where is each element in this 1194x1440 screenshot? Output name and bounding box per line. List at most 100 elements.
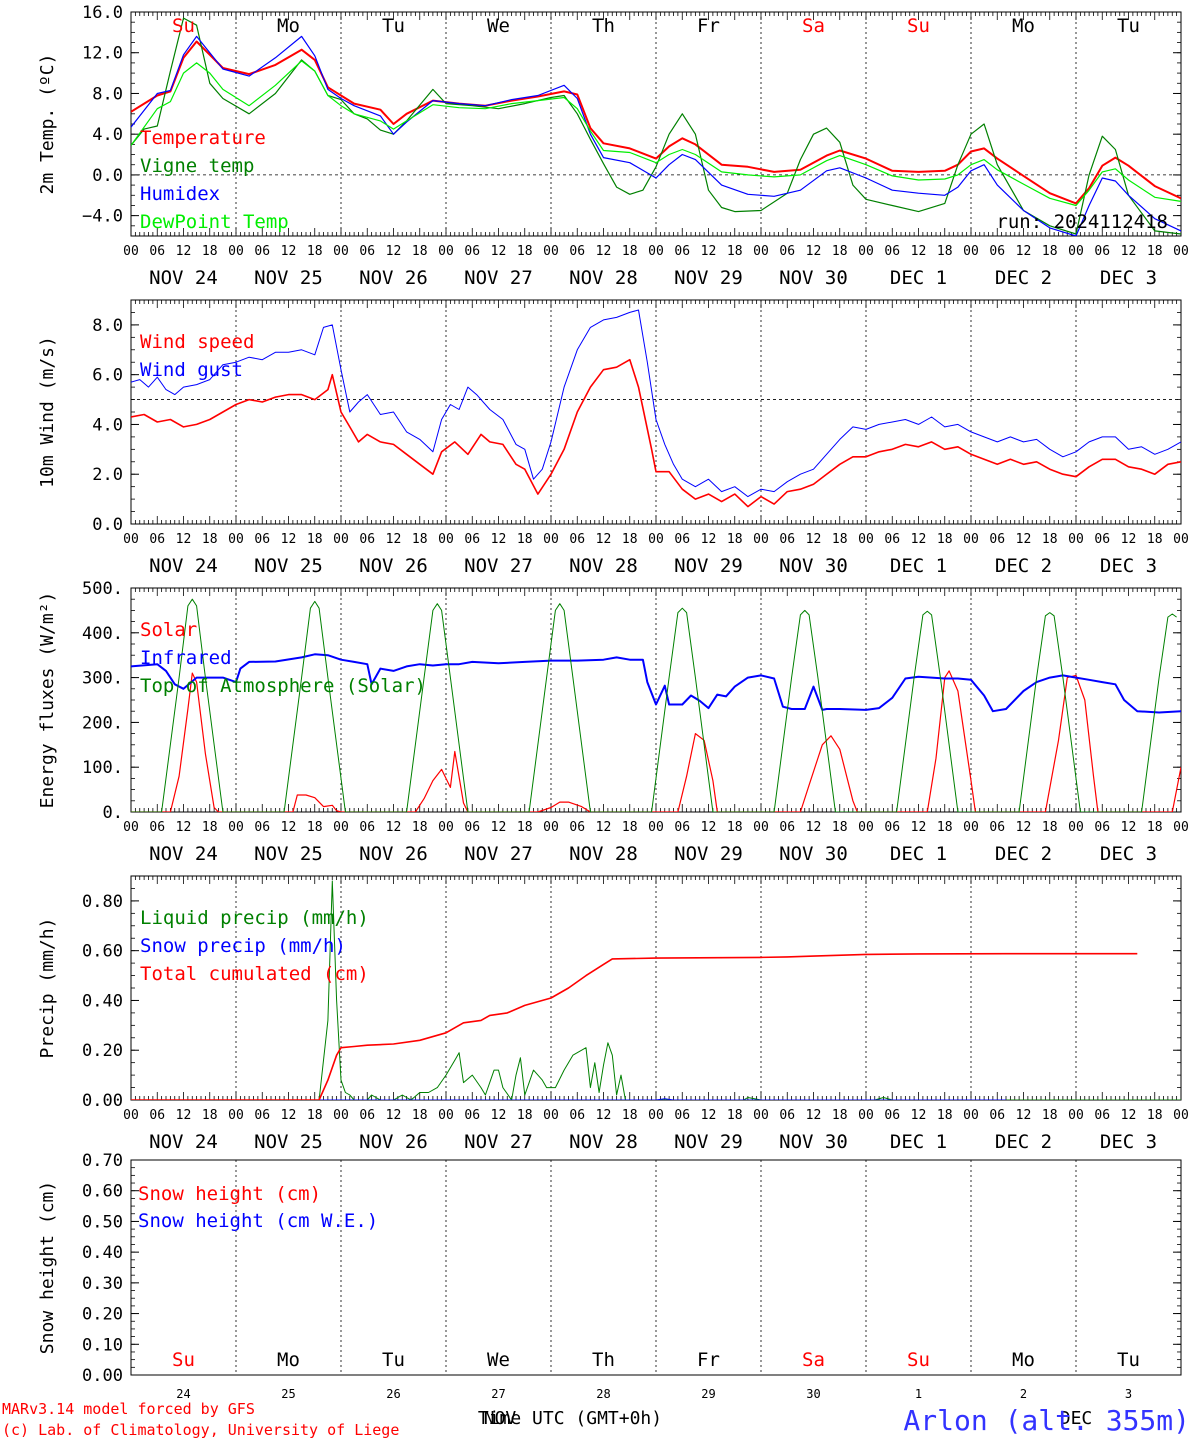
- y-axis-label: 2m Temp. (ºC): [37, 54, 58, 195]
- hour-tick-label: 06: [254, 820, 270, 835]
- hour-tick-label: 06: [674, 820, 690, 835]
- hour-tick-label: 18: [307, 820, 323, 835]
- hour-tick-label: 00: [228, 820, 244, 835]
- hour-tick-label: 00: [438, 532, 454, 547]
- hour-tick-label: 00: [858, 244, 874, 259]
- day-number: 29: [701, 1387, 715, 1401]
- weekday-label: Su: [907, 15, 930, 37]
- hour-tick-label: 06: [674, 244, 690, 259]
- hour-tick-label: 18: [1147, 532, 1163, 547]
- date-label: NOV 25: [254, 267, 323, 289]
- hour-tick-label: 00: [543, 244, 559, 259]
- date-label: NOV 28: [569, 1131, 638, 1153]
- hour-tick-label: 18: [517, 820, 533, 835]
- credit-lab: (c) Lab. of Climatology, University of L…: [2, 1421, 399, 1439]
- hour-tick-label: 00: [648, 1108, 664, 1123]
- hour-tick-label: 12: [491, 532, 507, 547]
- month-label: DEC: [1060, 1408, 1093, 1429]
- series-line-vigne-temp: [131, 17, 1181, 235]
- y-tick-label: 400.: [82, 624, 123, 644]
- series-line-liquid-precip-mm-h: [131, 880, 1181, 1100]
- weekday-label: Mo: [277, 15, 300, 37]
- hour-tick-label: 00: [123, 820, 139, 835]
- series-line-snow-precip-mm-h: [131, 1098, 1006, 1100]
- hour-tick-label: 18: [307, 532, 323, 547]
- weekday-label: Su: [907, 1349, 930, 1371]
- hour-tick-label: 12: [1121, 820, 1137, 835]
- date-label: NOV 24: [149, 267, 218, 289]
- legend-entry: Liquid precip (mm/h): [140, 907, 369, 929]
- legend-entry: Total cumulated (cm): [140, 963, 369, 985]
- hour-tick-label: 00: [648, 820, 664, 835]
- hour-tick-label: 06: [674, 1108, 690, 1123]
- y-tick-label: 0.30: [82, 1274, 123, 1294]
- date-label: DEC 2: [995, 267, 1052, 289]
- date-label: NOV 26: [359, 1131, 428, 1153]
- hour-tick-label: 18: [1147, 1108, 1163, 1123]
- hour-tick-label: 06: [464, 244, 480, 259]
- series-line-infrared: [131, 653, 1181, 714]
- panel-snow: 0.70 0.60 0.50 0.40 0.30 0.20 0.10 0.00 Snow hei…: [37, 1151, 1182, 1386]
- date-label: NOV 28: [569, 555, 638, 577]
- y-tick-label: 500.: [82, 579, 123, 599]
- weekday-label: Mo: [277, 1349, 300, 1371]
- hour-tick-label: 12: [1016, 1108, 1032, 1123]
- panel-precip: 00 06 12 18 NOV 24 00 06 12 18 NOV 25 00 06 12 18 NOV …: [37, 875, 1189, 1153]
- legend-entry: Top of Atmosphere (Solar): [140, 675, 426, 697]
- hour-tick-label: 00: [648, 244, 664, 259]
- y-tick-label: 2.0: [92, 465, 123, 485]
- hour-tick-label: 18: [1042, 244, 1058, 259]
- y-tick-label: 0.10: [82, 1335, 123, 1355]
- hour-tick-label: 06: [464, 1108, 480, 1123]
- hour-tick-label: 00: [1173, 244, 1189, 259]
- date-label: NOV 27: [464, 267, 533, 289]
- hour-tick-label: 12: [911, 532, 927, 547]
- hour-tick-label: 12: [1121, 532, 1137, 547]
- day-number: 27: [491, 1387, 505, 1401]
- date-label: NOV 29: [674, 1131, 743, 1153]
- hour-tick-label: 00: [123, 244, 139, 259]
- panel-temperature: 00 06 12 18 NOV 24 00 06 12 18 NOV 25 00 06 12 18 NOV …: [37, 3, 1189, 289]
- hour-tick-label: 12: [806, 820, 822, 835]
- hour-tick-label: 00: [228, 244, 244, 259]
- hour-tick-label: 00: [543, 820, 559, 835]
- hour-tick-label: 18: [937, 820, 953, 835]
- hour-tick-label: 06: [884, 820, 900, 835]
- date-label: DEC 3: [1100, 1131, 1157, 1153]
- hour-tick-label: 12: [491, 244, 507, 259]
- y-tick-label: 100.: [82, 758, 123, 778]
- panel-wind: 00 06 12 18 NOV 24 00 06 12 18 NOV 25 00 06 12 18 NOV …: [37, 299, 1189, 577]
- hour-tick-label: 00: [228, 532, 244, 547]
- hour-tick-label: 06: [989, 532, 1005, 547]
- hour-tick-label: 12: [1121, 1108, 1137, 1123]
- hour-tick-label: 00: [753, 244, 769, 259]
- hour-tick-label: 12: [911, 1108, 927, 1123]
- hour-tick-label: 12: [1016, 532, 1032, 547]
- y-tick-label: 0.60: [82, 1182, 123, 1202]
- hour-tick-label: 12: [806, 244, 822, 259]
- hour-tick-label: 06: [989, 820, 1005, 835]
- y-axis-label: 10m Wind (m/s): [37, 336, 58, 488]
- hour-tick-label: 12: [701, 532, 717, 547]
- hour-tick-label: 00: [123, 1108, 139, 1123]
- hour-tick-label: 06: [149, 244, 165, 259]
- hour-tick-label: 12: [176, 820, 192, 835]
- day-number: 26: [386, 1387, 400, 1401]
- date-label: NOV 24: [149, 843, 218, 865]
- date-label: NOV 26: [359, 843, 428, 865]
- hour-tick-label: 06: [1094, 244, 1110, 259]
- y-tick-label: 8.0: [92, 316, 123, 336]
- hour-tick-label: 12: [596, 1108, 612, 1123]
- day-number: 30: [806, 1387, 820, 1401]
- hour-tick-label: 00: [333, 1108, 349, 1123]
- hour-tick-label: 06: [779, 820, 795, 835]
- hour-tick-label: 06: [1094, 532, 1110, 547]
- hour-tick-label: 06: [674, 532, 690, 547]
- hour-tick-label: 06: [254, 1108, 270, 1123]
- hour-tick-label: 06: [989, 244, 1005, 259]
- hour-tick-label: 12: [596, 532, 612, 547]
- hour-tick-label: 00: [1068, 820, 1084, 835]
- date-label: NOV 24: [149, 1131, 218, 1153]
- weekday-label: We: [487, 15, 510, 37]
- hour-tick-label: 18: [727, 532, 743, 547]
